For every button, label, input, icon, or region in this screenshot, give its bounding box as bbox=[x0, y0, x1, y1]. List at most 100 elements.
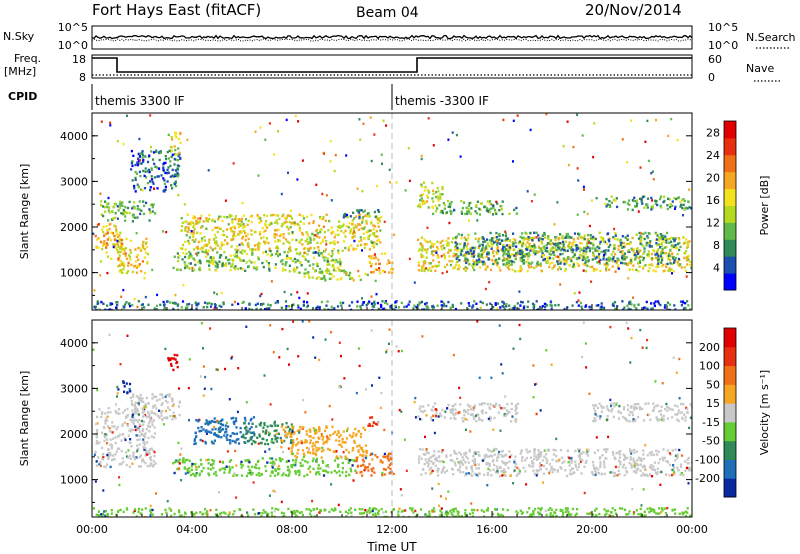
power-cell bbox=[337, 251, 340, 255]
power-cell bbox=[274, 229, 277, 232]
power-cell bbox=[564, 269, 567, 273]
power-cell bbox=[646, 253, 649, 256]
velocity-cell bbox=[190, 465, 193, 468]
velocity-cell bbox=[98, 408, 101, 411]
velocity-cell bbox=[359, 453, 362, 457]
power-cell bbox=[236, 245, 239, 248]
power-cell bbox=[347, 249, 350, 252]
power-cell bbox=[295, 252, 299, 255]
power-cell bbox=[361, 221, 364, 224]
power-cell bbox=[431, 206, 434, 209]
power-cell bbox=[372, 233, 376, 237]
power-cell bbox=[555, 235, 558, 239]
power-cell bbox=[662, 234, 665, 237]
velocity-cell bbox=[265, 429, 268, 432]
velocity-cell bbox=[308, 435, 311, 438]
velocity-cell bbox=[250, 417, 253, 421]
power-ytick-label: 3000 bbox=[60, 175, 88, 188]
power-cell bbox=[501, 300, 504, 303]
velocity-cell bbox=[364, 456, 368, 460]
power-cell bbox=[592, 235, 595, 239]
power-cell bbox=[377, 209, 380, 212]
velocity-cell bbox=[209, 468, 213, 471]
power-cell bbox=[442, 202, 445, 205]
power-cell bbox=[556, 248, 559, 252]
velocity-cell bbox=[245, 427, 249, 430]
power-cell bbox=[262, 251, 265, 254]
velocity-cell bbox=[172, 462, 175, 465]
power-cell bbox=[243, 229, 246, 233]
power-cell bbox=[284, 268, 287, 272]
power-cell bbox=[656, 257, 659, 260]
power-cell bbox=[222, 302, 225, 306]
velocity-cell bbox=[520, 459, 524, 462]
power-cell bbox=[538, 307, 541, 310]
power-scatter-cell bbox=[122, 142, 125, 146]
noise-right-tick-bottom: 10^0 bbox=[708, 39, 738, 52]
power-cell bbox=[311, 276, 314, 279]
velocity-cell bbox=[178, 400, 181, 403]
velocity-cell bbox=[235, 419, 238, 423]
velocity-cell bbox=[648, 451, 651, 455]
velocity-cell bbox=[171, 398, 174, 401]
velocity-cell bbox=[361, 474, 364, 477]
power-cell bbox=[377, 210, 381, 214]
power-cell bbox=[222, 243, 225, 246]
power-cell bbox=[196, 245, 199, 249]
power-cell bbox=[436, 246, 439, 249]
velocity-cell bbox=[322, 442, 325, 445]
power-cell bbox=[306, 234, 310, 238]
power-cell bbox=[147, 168, 150, 172]
power-scatter-cell bbox=[667, 134, 670, 138]
velocity-cell bbox=[321, 459, 324, 463]
velocity-cell bbox=[345, 429, 349, 433]
power-cell bbox=[184, 266, 187, 270]
power-cell bbox=[347, 246, 351, 249]
power-cell bbox=[324, 219, 327, 222]
velocity-cell bbox=[195, 419, 198, 422]
velocity-cell bbox=[241, 464, 244, 467]
velocity-cell bbox=[344, 455, 347, 458]
power-cell bbox=[392, 308, 395, 310]
power-cell bbox=[253, 244, 257, 247]
power-scatter-cell bbox=[427, 117, 430, 120]
power-cell bbox=[467, 302, 470, 305]
power-cell bbox=[199, 261, 202, 265]
power-cell bbox=[114, 212, 117, 215]
power-cell bbox=[584, 261, 587, 264]
velocity-cell bbox=[139, 465, 142, 468]
power-cell bbox=[317, 276, 320, 279]
velocity-cell bbox=[429, 472, 432, 476]
power-cell bbox=[536, 308, 540, 310]
power-cell bbox=[435, 210, 438, 213]
power-cell bbox=[441, 193, 444, 196]
power-cell bbox=[448, 205, 452, 209]
velocity-cell bbox=[473, 472, 476, 476]
velocity-cell bbox=[634, 466, 637, 469]
velocity-cell bbox=[101, 411, 104, 414]
velocity-cell bbox=[140, 419, 144, 423]
velocity-cell bbox=[120, 439, 123, 442]
power-cell bbox=[223, 233, 226, 237]
power-cell bbox=[294, 261, 297, 264]
power-cell bbox=[363, 226, 366, 229]
velocity-cell bbox=[154, 462, 157, 465]
power-cell bbox=[222, 301, 225, 304]
velocity-cell bbox=[307, 447, 311, 450]
power-cell bbox=[651, 263, 654, 266]
power-scatter-cell bbox=[333, 169, 336, 173]
power-cell bbox=[520, 259, 524, 263]
velocity-cell bbox=[145, 396, 148, 400]
power-cell bbox=[381, 308, 384, 310]
power-cell bbox=[247, 265, 250, 268]
power-cell bbox=[239, 258, 242, 261]
power-cell bbox=[141, 153, 145, 157]
power-scatter-cell bbox=[120, 295, 123, 298]
velocity-cell bbox=[227, 425, 230, 428]
date-label: 20/Nov/2014 bbox=[585, 1, 682, 19]
power-cell bbox=[313, 247, 316, 250]
power-cell bbox=[508, 239, 511, 243]
velocity-cell bbox=[112, 454, 115, 457]
power-cell bbox=[162, 300, 165, 304]
power-cell bbox=[240, 220, 243, 223]
